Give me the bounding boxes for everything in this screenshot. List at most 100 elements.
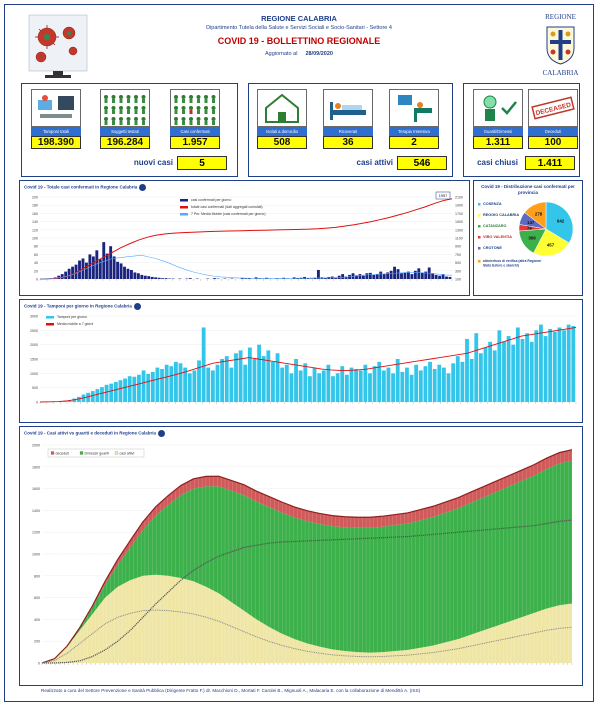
daily-test-bar: [95, 389, 100, 402]
pie-slice-label: 147: [527, 220, 535, 225]
daily-test-bar: [423, 366, 428, 402]
daily-test-bar: [465, 338, 469, 402]
c1-right-tick-label: 100: [455, 278, 461, 282]
daily-test-bar: [562, 330, 566, 402]
c1-legend-entry: totale casi confermati (dati aggregati c…: [191, 205, 263, 209]
pie-slice: [545, 201, 574, 244]
header: REGIONE CALABRIA Dipartimento Tutela del…: [5, 5, 593, 85]
c1-right-tick-label: 1900: [455, 204, 463, 208]
daily-test-bar: [224, 356, 229, 402]
daily-test-bar: [566, 324, 571, 402]
daily-case-bar: [306, 278, 310, 279]
region-badge-icon: [139, 184, 147, 191]
daily-case-bar: [74, 264, 78, 279]
daily-test-bar: [446, 373, 451, 402]
daily-case-bar: [413, 270, 417, 279]
bulletin-page: REGIONE CALABRIA Dipartimento Tutela del…: [4, 4, 594, 702]
daily-test-bar: [169, 366, 174, 402]
active-chart-title: Covid 19 - Casi attivi vs guariti e dece…: [24, 430, 166, 437]
stat-label: Isolati a domicilio: [257, 127, 307, 136]
daily-case-bar: [448, 276, 452, 279]
pie-legend-entry: altro/refuso di verifica (altra Regione/: [483, 259, 541, 263]
daily-case-bar: [406, 271, 410, 279]
daily-test-bar: [469, 359, 474, 402]
daily-case-bar: [417, 268, 421, 279]
crest-top-label: REGIONE: [545, 13, 576, 21]
c3-legend-entry: Tamponi per giorno: [57, 315, 87, 319]
daily-test-bar: [201, 327, 206, 402]
c3-tick-label: 2000: [30, 343, 38, 347]
daily-case-bar: [434, 274, 438, 279]
daily-case-bar: [154, 277, 158, 279]
daily-case-bar: [344, 276, 348, 279]
daily-case-bar: [393, 266, 397, 279]
recovered-level-line: [42, 519, 573, 664]
daily-test-bar: [192, 370, 197, 402]
confirmed-cases-chart: 2001801601401201008060402002100190017001…: [32, 191, 463, 282]
virus-microscope-icon: [28, 14, 88, 78]
daily-test-bar: [215, 364, 220, 402]
daily-test-bar: [529, 341, 534, 402]
active-recovered-panel: Covid 19 - Casi attivi vs guariti e dece…: [19, 426, 583, 686]
tests-chart: 3000 2500 2000 1500 1000 500 0 Tamponi per gior…: [30, 315, 577, 405]
daily-test-bar: [502, 341, 506, 402]
c3-tick-label: 2500: [30, 329, 38, 333]
c3-legend-entry: Media mobile a 7 giorni: [57, 322, 93, 326]
daily-test-bar: [511, 344, 516, 402]
daily-test-bar: [76, 396, 81, 402]
daily-case-bar: [424, 271, 428, 279]
c1-left-tick-label: 80: [34, 245, 38, 249]
daily-test-bar: [451, 363, 456, 402]
daily-test-bar: [405, 367, 409, 402]
daily-case-bar: [85, 262, 88, 279]
stat-value: 36: [323, 136, 373, 149]
daily-test-bar: [308, 376, 312, 402]
c1-right-tick-label: 2100: [455, 196, 463, 200]
daily-test-bar: [409, 374, 414, 402]
stat-card-7: DECEASED Deceduti 100: [528, 89, 578, 149]
daily-test-bar: [174, 361, 178, 402]
daily-test-bar: [289, 373, 294, 402]
daily-test-bar: [90, 391, 95, 402]
daily-test-bar: [515, 327, 520, 402]
stat-card-3: Isolati a domicilio 508: [257, 89, 307, 149]
daily-test-bar: [349, 367, 354, 402]
daily-test-bar: [178, 363, 183, 402]
region-badge-icon: [133, 303, 141, 310]
daily-test-bar: [571, 326, 576, 402]
stat-card-6: Guariti/Dimessi 1.311: [473, 89, 523, 149]
region-title: REGIONE CALABRIA: [261, 14, 337, 23]
pie-legend-entry: REGGIO CALABRIA: [483, 213, 519, 217]
c4-tick-label: 1400: [32, 509, 40, 513]
daily-test-bar: [557, 327, 562, 402]
daily-test-bar: [344, 374, 349, 402]
daily-test-bar: [520, 338, 525, 402]
crest-bottom-label: CALABRIA: [542, 69, 579, 77]
new-cases-value: 5: [177, 156, 227, 170]
stat-label: Deceduti: [528, 127, 578, 136]
daily-test-bar: [137, 374, 141, 402]
c1-left-tick-label: 100: [32, 237, 38, 241]
daily-case-bar: [91, 256, 95, 279]
daily-case-bar: [150, 276, 154, 279]
pie-slice-label: 642: [557, 218, 565, 223]
pie-legend-entry: COSENZA: [483, 202, 502, 206]
daily-case-bar: [102, 242, 106, 279]
daily-test-bar: [113, 381, 118, 402]
daily-test-bar: [437, 364, 442, 402]
c1-right-tick-label: 500: [455, 261, 461, 265]
active-level-line: [41, 609, 573, 664]
intensive-care-icon: [389, 89, 439, 127]
stat-value: 1.311: [473, 136, 523, 149]
daily-test-bar: [442, 367, 446, 402]
daily-test-bar: [455, 356, 460, 402]
daily-case-bar: [78, 260, 81, 279]
daily-test-bar: [303, 363, 308, 402]
daily-test-bar: [331, 376, 335, 402]
daily-case-bar: [126, 268, 130, 279]
pie-legend-entry: CROTONE: [483, 246, 502, 250]
daily-case-bar: [109, 246, 113, 279]
daily-test-bar: [381, 370, 386, 402]
moving-average-line: [39, 254, 453, 280]
